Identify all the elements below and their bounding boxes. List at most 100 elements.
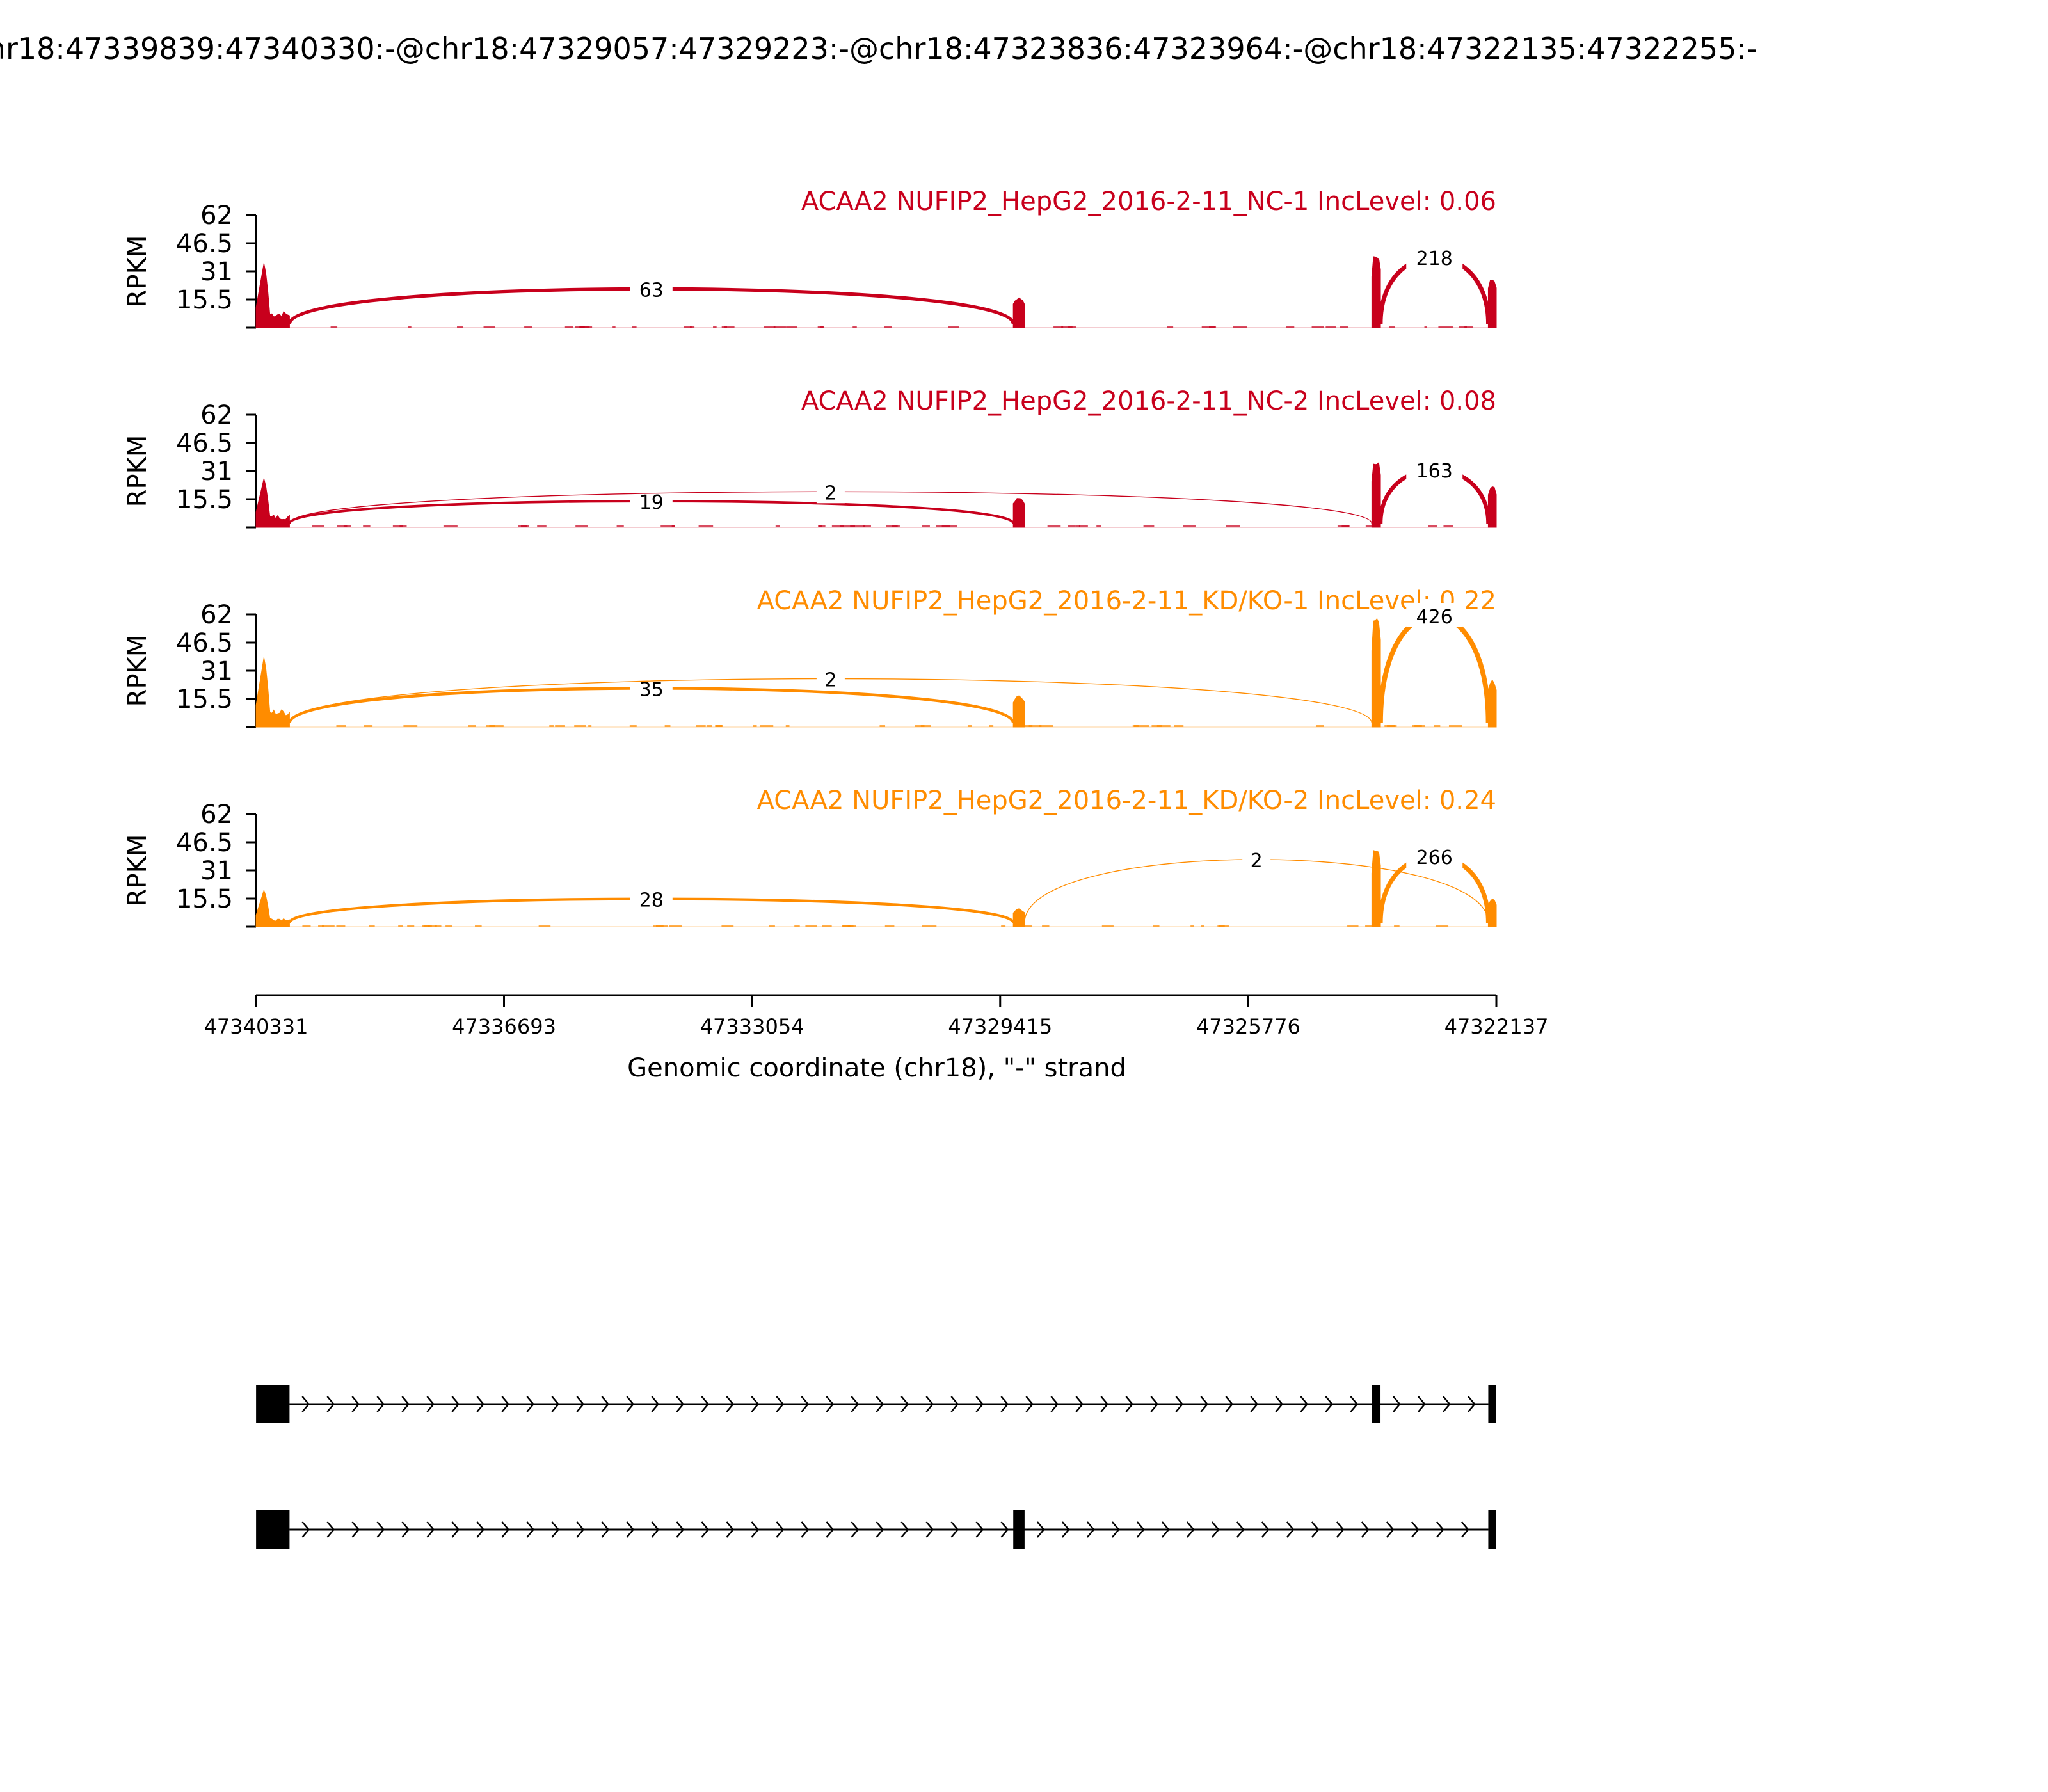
coverage-speck	[1024, 925, 1032, 927]
isoform-strand-arrow	[1393, 1396, 1401, 1412]
coverage-speck	[363, 525, 371, 527]
coverage-speck	[696, 725, 706, 727]
isoform-exon-block	[1488, 1385, 1496, 1423]
coverage-speck	[1174, 725, 1184, 727]
coverage-speck	[616, 525, 624, 527]
junction-count-bg	[1406, 244, 1463, 269]
y-tick-label: 46.5	[176, 229, 233, 259]
coverage-speck	[1311, 326, 1324, 328]
coverage-speck	[1233, 326, 1247, 328]
junction-count: 35	[639, 678, 664, 701]
junction-count-bg	[630, 488, 673, 513]
isoform-strand-arrow	[1025, 1396, 1034, 1412]
x-tick-label: 47325776	[1196, 1014, 1300, 1039]
junction-count-bg	[1406, 844, 1463, 868]
junction-count: 218	[1416, 248, 1453, 270]
y-tick-label: 46.5	[176, 628, 233, 658]
coverage-speck	[612, 326, 616, 328]
coverage-speck	[1365, 525, 1377, 527]
junction-count-bg	[630, 886, 673, 911]
isoform-strand-arrow	[301, 1521, 310, 1538]
coverage-speck	[1315, 725, 1324, 727]
sample-title: ACAA2 NUFIP2_HepG2_2016-2-11_KD/KO-2 Inc…	[757, 786, 1496, 815]
coverage-exon-2	[1012, 498, 1025, 528]
coverage-speck	[698, 525, 714, 527]
junction-count-bg	[1406, 456, 1463, 481]
coverage-speck	[690, 326, 695, 328]
coverage-speck	[1201, 326, 1215, 328]
coverage-speck	[407, 925, 415, 927]
x-axis-label: Genomic coordinate (chr18), "-" strand	[627, 1053, 1126, 1083]
coverage-speck	[398, 925, 403, 927]
x-tick-label: 47322137	[1444, 1014, 1549, 1039]
y-axis-label: RPKM	[123, 635, 152, 707]
coverage-speck	[724, 326, 735, 328]
isoform-strand-arrow	[701, 1521, 710, 1538]
isoform-strand-arrow	[1186, 1521, 1195, 1538]
isoform-strand-arrow	[626, 1396, 635, 1412]
coverage-speck	[1347, 925, 1359, 927]
coverage-exon-2	[1012, 297, 1025, 328]
coverage-speck	[302, 925, 311, 927]
isoform-strand-arrow	[1000, 1521, 1009, 1538]
coverage-speck	[1428, 525, 1437, 527]
coverage-speck	[1325, 326, 1336, 328]
coverage-speck	[475, 925, 482, 927]
coverage-speck	[1101, 925, 1114, 927]
isoform-strand-arrow	[751, 1521, 760, 1538]
isoform-strand-arrow	[476, 1521, 485, 1538]
coverage-speck	[794, 925, 800, 927]
isoform-strand-arrow	[1275, 1396, 1284, 1412]
coverage-speck	[1340, 326, 1348, 328]
isoform-strand-arrow	[526, 1521, 535, 1538]
junction-count-bg	[1406, 602, 1463, 627]
coverage-speck	[574, 725, 586, 727]
sample-title: ACAA2 NUFIP2_HepG2_2016-2-11_NC-2 IncLev…	[801, 387, 1496, 416]
isoform-strand-arrow	[1086, 1521, 1095, 1538]
coverage-speck	[538, 925, 551, 927]
isoform-strand-arrow	[326, 1521, 335, 1538]
coverage-speck	[967, 725, 972, 727]
coverage-speck	[1434, 725, 1441, 727]
coverage-speck	[1436, 925, 1449, 927]
isoform-strand-arrow	[1211, 1521, 1220, 1538]
coverage-speck	[721, 326, 727, 328]
coverage-speck	[753, 725, 757, 727]
x-tick-label: 47329415	[948, 1014, 1052, 1039]
coverage-speck	[842, 925, 856, 927]
isoform-strand-arrow	[726, 1521, 735, 1538]
coverage-speck	[369, 925, 375, 927]
y-axis-label: RPKM	[123, 835, 152, 907]
isoform-strand-arrow	[1300, 1396, 1309, 1412]
coverage-speck	[1190, 925, 1194, 927]
isoform-strand-arrow	[1136, 1521, 1145, 1538]
y-tick-label: 15.5	[176, 685, 233, 714]
isoform-strand-arrow	[826, 1521, 835, 1538]
isoform-strand-arrow	[1460, 1521, 1469, 1538]
coverage-speck	[669, 925, 682, 927]
isoform-2	[256, 1510, 1496, 1549]
junction-count: 63	[639, 279, 664, 301]
coverage-speck	[684, 326, 692, 328]
isoform-strand-arrow	[451, 1521, 460, 1538]
coverage-speck	[1017, 725, 1024, 727]
coverage-speck	[428, 925, 437, 927]
coverage-speck	[1464, 326, 1473, 328]
isoform-strand-arrow	[826, 1396, 835, 1412]
coverage-speck	[879, 725, 886, 727]
coverage-speck	[915, 725, 925, 727]
coverage-speck	[629, 725, 637, 727]
isoform-strand-arrow	[301, 1396, 310, 1412]
coverage-speck	[785, 725, 790, 727]
isoform-strand-arrow	[1418, 1396, 1426, 1412]
isoform-strand-arrow	[925, 1396, 934, 1412]
coverage-speck	[884, 925, 895, 927]
coverage-speck	[660, 525, 675, 527]
junction-arc	[1378, 613, 1491, 724]
coverage-speck	[1226, 525, 1240, 527]
coverage-speck	[1151, 725, 1162, 727]
